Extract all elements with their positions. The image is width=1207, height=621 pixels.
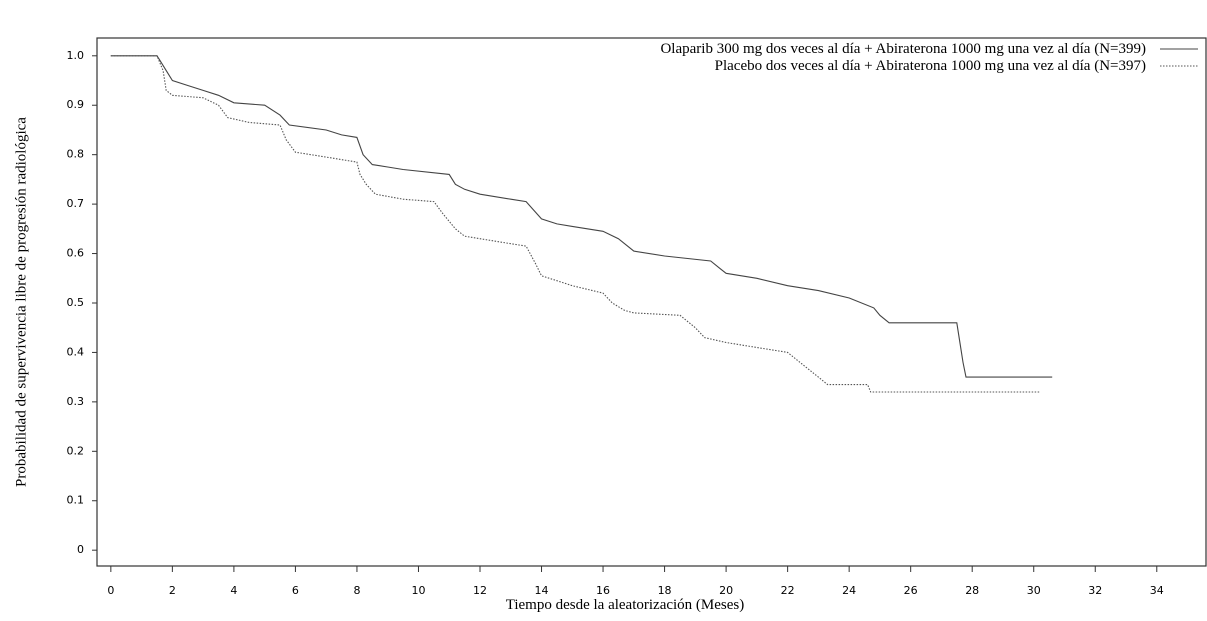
x-tick-label: 32 bbox=[1088, 584, 1102, 597]
x-tick-label: 16 bbox=[596, 584, 610, 597]
y-tick-label: 0.4 bbox=[67, 345, 85, 358]
km-curve bbox=[110, 55, 1040, 393]
plot-frame bbox=[96, 37, 1207, 567]
x-tick-label: 10 bbox=[411, 584, 425, 597]
y-tick-label: 0.2 bbox=[67, 444, 85, 457]
legend-label: Placebo dos veces al día + Abiraterona 1… bbox=[715, 58, 1146, 74]
y-tick-label: 0.3 bbox=[67, 395, 85, 408]
x-tick-label: 24 bbox=[842, 584, 856, 597]
y-tick-label: 0.5 bbox=[67, 296, 85, 309]
y-axis-label: Probabilidad de supervivencia libre de p… bbox=[13, 117, 29, 487]
legend-label: Olaparib 300 mg dos veces al día + Abira… bbox=[660, 41, 1146, 57]
y-tick-label: 0.1 bbox=[67, 494, 85, 507]
y-tick-label: 1.0 bbox=[67, 49, 85, 62]
x-tick-label: 6 bbox=[292, 584, 299, 597]
y-tick-label: 0.9 bbox=[67, 98, 85, 111]
x-tick-label: 34 bbox=[1150, 584, 1164, 597]
x-tick-label: 20 bbox=[719, 584, 733, 597]
km-curve bbox=[110, 55, 1053, 378]
x-tick-label: 8 bbox=[353, 584, 360, 597]
y-tick-label: 0 bbox=[77, 543, 84, 556]
x-tick-label: 28 bbox=[965, 584, 979, 597]
x-tick-label: 14 bbox=[535, 584, 549, 597]
x-tick-label: 12 bbox=[473, 584, 487, 597]
x-axis-label: Tiempo desde la aleatorización (Meses) bbox=[506, 597, 745, 613]
x-tick-label: 22 bbox=[781, 584, 795, 597]
x-tick-label: 30 bbox=[1027, 584, 1041, 597]
y-tick-label: 0.8 bbox=[67, 148, 85, 161]
y-tick-label: 0.6 bbox=[67, 247, 85, 260]
x-tick-label: 18 bbox=[658, 584, 672, 597]
x-tick-label: 2 bbox=[169, 584, 176, 597]
x-tick-label: 0 bbox=[107, 584, 114, 597]
y-tick-label: 0.7 bbox=[67, 197, 85, 210]
x-tick-label: 26 bbox=[904, 584, 918, 597]
x-tick-label: 4 bbox=[230, 584, 237, 597]
